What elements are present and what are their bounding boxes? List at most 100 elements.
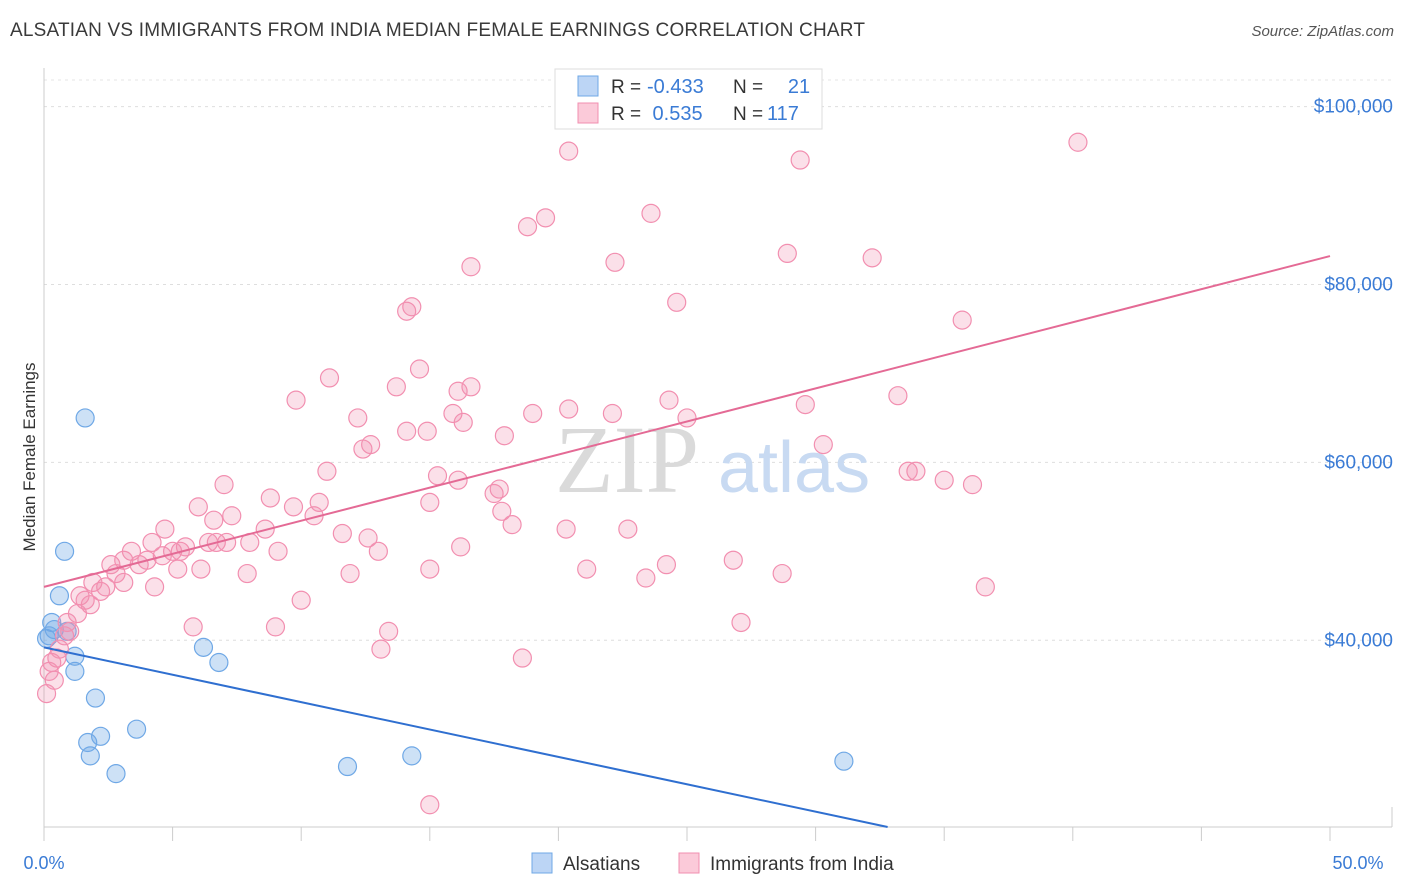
point-india-20 [659,390,679,410]
point-india-94 [183,617,203,637]
point-india-108 [44,670,64,690]
point-india-50 [283,497,304,517]
point-india-53 [204,510,224,530]
point-india-64 [358,528,378,548]
legend-r-value-2: 0.535 [647,103,703,125]
point-india-47 [420,492,440,513]
trendline-alsatians [43,646,888,828]
axis-layer [43,68,1393,841]
legend-r-label-1: R = [611,77,641,98]
point-india-6 [461,257,481,277]
point-india-41 [906,461,926,481]
point-india-31 [453,412,473,432]
point-india-51 [492,501,512,521]
y-tick-label-0: $40,000 [1324,630,1393,651]
point-india-22 [888,386,908,406]
point-alsatians-18 [834,751,854,771]
legend-box: R = -0.433 N = 21 R = 0.535 N = 117 [554,68,823,130]
point-india-90 [90,581,111,601]
point-india-96 [379,621,399,641]
point-india-60 [618,519,638,539]
watermark-zip: ZIP [555,406,699,513]
point-india-77 [237,563,257,584]
bottom-legend-swatch-india [678,852,700,874]
point-india-25 [523,403,543,424]
point-india-97 [731,612,751,633]
legend-swatch-india [577,102,599,124]
point-india-1 [559,141,579,161]
y-tick-label-3: $100,000 [1314,97,1393,118]
point-india-80 [656,555,677,575]
watermark: ZIP atlas [555,406,870,513]
point-india-39 [214,475,234,495]
point-india-14 [409,359,430,379]
point-india-7 [605,252,625,272]
point-alsatians-0 [75,408,95,428]
point-india-49 [188,497,208,517]
legend-n-label-1: N = [733,77,763,98]
point-india-59 [556,519,576,539]
point-india-82 [772,563,792,584]
point-india-27 [602,403,623,424]
point-india-70 [368,541,388,561]
point-alsatians-14 [80,746,100,766]
bottom-legend-label-alsatians: Alsatians [563,854,640,875]
point-india-55 [502,515,522,535]
grid-layer [44,79,1392,641]
point-india-69 [268,541,288,561]
point-india-18 [461,377,481,397]
point-india-78 [420,559,440,579]
point-india-28 [677,408,697,428]
point-india-5 [641,203,661,223]
point-india-83 [340,563,360,584]
point-india-91 [636,568,656,588]
legend-r-value-1: -0.433 [647,76,704,98]
bottom-legend: Alsatians Immigrants from India [531,852,894,875]
point-india-21 [795,394,815,415]
legend-n-value-2: 117 [767,103,799,125]
legend-n-label-2: N = [733,104,763,125]
point-india-48 [484,483,504,504]
point-india-29 [397,421,417,441]
point-india-3 [517,217,538,237]
point-india-2 [790,150,810,170]
bottom-legend-swatch-alsatians [531,852,553,874]
point-alsatians-9 [209,652,229,673]
point-india-92 [975,577,995,597]
point-alsatians-1 [54,541,75,561]
point-alsatians-16 [337,756,358,777]
point-india-4 [535,208,556,228]
point-india-12 [667,292,687,312]
point-india-58 [332,523,352,544]
y-tick-label-2: $80,000 [1324,275,1393,296]
point-india-26 [559,399,579,419]
point-india-19 [286,390,306,410]
point-india-43 [934,470,954,490]
chart-source: Source: ZipAtlas.com [1251,23,1394,40]
point-india-16 [386,377,406,397]
point-india-34 [813,435,833,455]
point-india-42 [898,461,918,481]
point-alsatians-8 [193,637,214,657]
point-india-36 [317,461,337,481]
point-alsatians-7 [65,661,85,681]
point-india-106 [420,795,440,815]
point-india-30 [417,421,437,441]
point-india-23 [348,408,368,428]
point-india-103 [39,661,59,681]
point-india-87 [144,577,165,597]
chart-title: ALSATIAN VS IMMIGRANTS FROM INDIA MEDIAN… [10,20,866,41]
point-india-93 [291,590,311,610]
point-alsatians-15 [106,764,126,784]
point-india-104 [371,639,391,659]
legend-swatch-alsatians [577,75,599,97]
point-india-81 [723,550,743,570]
point-india-111 [80,595,100,615]
legend-n-value-1: 21 [788,76,810,98]
x-tick-max: 50.0% [1332,853,1383,873]
watermark-atlas: atlas [718,428,870,508]
point-india-56 [155,519,175,539]
y-tick-labels: $40,000 $60,000 $80,000 $100,000 [1314,97,1393,652]
point-india-105 [512,648,532,668]
